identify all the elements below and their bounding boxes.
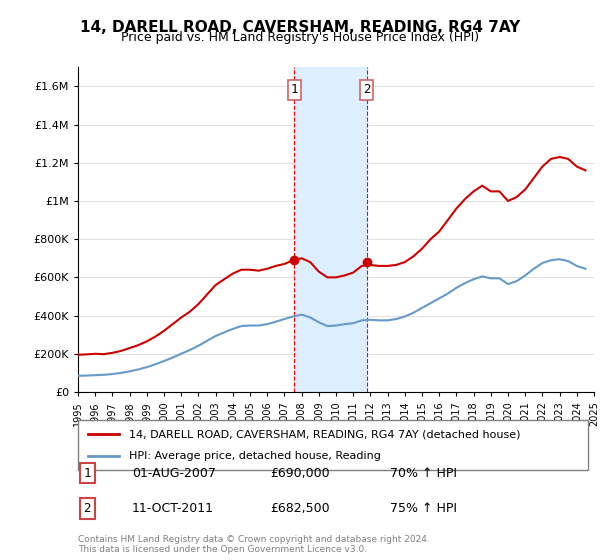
Text: £690,000: £690,000 (270, 466, 329, 480)
Text: 2: 2 (363, 83, 370, 96)
Text: 75% ↑ HPI: 75% ↑ HPI (390, 502, 457, 515)
Text: Contains HM Land Registry data © Crown copyright and database right 2024.
This d: Contains HM Land Registry data © Crown c… (78, 535, 430, 554)
Bar (295, 67, 367, 392)
Text: 1: 1 (290, 83, 298, 96)
Text: HPI: Average price, detached house, Reading: HPI: Average price, detached house, Read… (129, 451, 381, 461)
Text: 11-OCT-2011: 11-OCT-2011 (132, 502, 214, 515)
Text: 2: 2 (83, 502, 91, 515)
Text: Price paid vs. HM Land Registry's House Price Index (HPI): Price paid vs. HM Land Registry's House … (121, 31, 479, 44)
Text: 1: 1 (83, 466, 91, 480)
Text: 14, DARELL ROAD, CAVERSHAM, READING, RG4 7AY: 14, DARELL ROAD, CAVERSHAM, READING, RG4… (80, 20, 520, 35)
Text: £682,500: £682,500 (270, 502, 329, 515)
Text: 70% ↑ HPI: 70% ↑ HPI (390, 466, 457, 480)
FancyBboxPatch shape (78, 420, 588, 470)
Text: 01-AUG-2007: 01-AUG-2007 (132, 466, 216, 480)
Text: 14, DARELL ROAD, CAVERSHAM, READING, RG4 7AY (detached house): 14, DARELL ROAD, CAVERSHAM, READING, RG4… (129, 429, 521, 439)
